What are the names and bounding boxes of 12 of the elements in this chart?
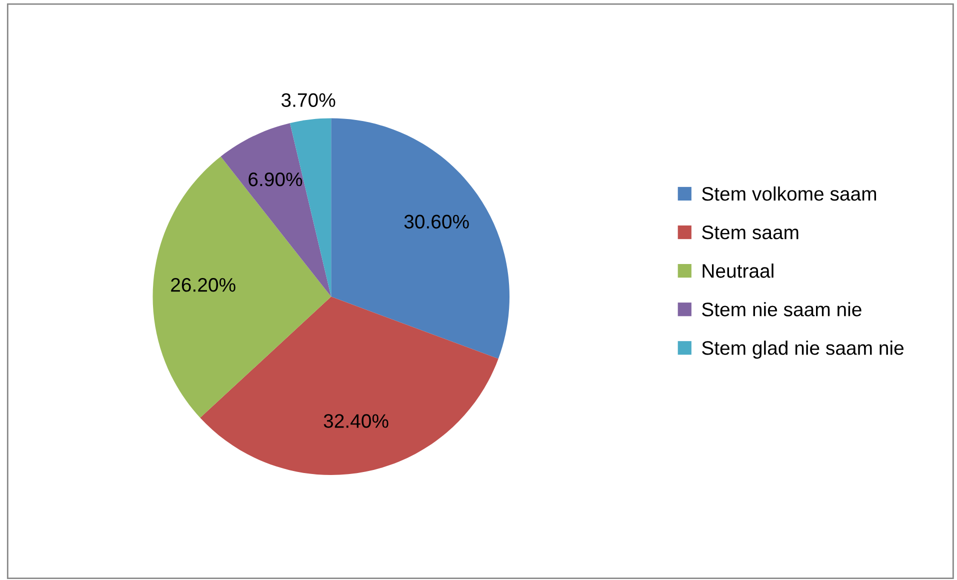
legend-label: Neutraal (702, 264, 774, 278)
data-label: 6.90% (248, 172, 302, 186)
legend-label: Stem saam (702, 226, 798, 240)
data-label: 32.40% (324, 414, 388, 428)
pie-slice (200, 296, 498, 476)
data-label: 3.70% (281, 93, 336, 107)
data-label: 26.20% (171, 278, 236, 292)
data-label: 30.60% (404, 214, 469, 229)
legend-label: Stem nie saam nie (702, 302, 862, 316)
legend-label: Stem glad nie saam nie (702, 340, 904, 359)
legend-label: Stem volkome saam (702, 186, 876, 201)
pie-slice (331, 118, 510, 359)
